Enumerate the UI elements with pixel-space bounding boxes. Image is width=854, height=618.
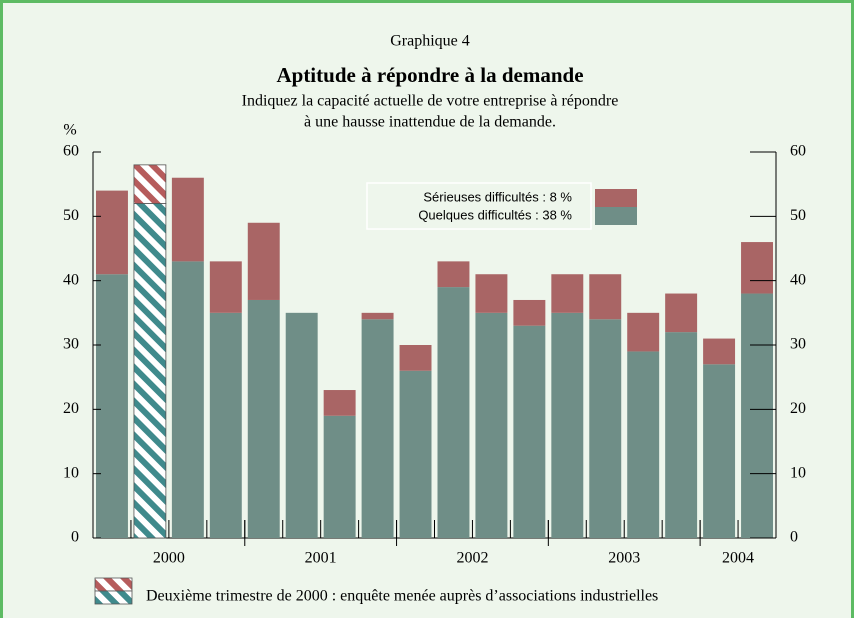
bar-segment [96, 274, 128, 538]
bar-segment [247, 299, 280, 538]
bar-segment [171, 261, 204, 538]
bar-segment [323, 415, 356, 538]
bar-segment [437, 261, 470, 288]
bar-segment [513, 299, 546, 326]
y2-tick-label: 50 [790, 207, 806, 224]
bar-segment [399, 370, 432, 538]
bar-segment [133, 164, 167, 204]
legend-box [366, 182, 592, 230]
bar-segment [627, 312, 660, 352]
y-tick-label: 60 [63, 143, 79, 160]
subtitle: à une hausse inattendue de la demande. [304, 114, 556, 131]
bar-segment [361, 312, 394, 320]
bar-segment [399, 345, 432, 371]
y2-tick-label: 10 [790, 464, 806, 481]
y2-tick-label: 30 [790, 336, 806, 353]
bar-segment [209, 261, 242, 313]
bar-segment [665, 293, 698, 333]
y-axis-label: % [63, 122, 76, 139]
bar-segment [703, 338, 736, 365]
legend-label: Sérieuses difficultés : 8 % [423, 189, 572, 204]
bar-segment [741, 242, 773, 294]
x-group-label: 2004 [722, 550, 754, 567]
y-tick-label: 10 [63, 464, 79, 481]
note: Deuxième trimestre de 2000 : enquête men… [146, 588, 658, 605]
bar-segment [285, 312, 318, 538]
bar-segment [247, 222, 280, 300]
bar-segment [703, 364, 736, 538]
bar-segment [551, 274, 584, 313]
x-group-label: 2003 [608, 550, 640, 567]
chart-title: Aptitude à répondre à la demande [276, 63, 583, 87]
chart-label: Graphique 4 [390, 33, 470, 50]
bar-segment [589, 319, 622, 538]
bar-segment [437, 287, 470, 538]
bar-segment [361, 319, 394, 538]
y2-tick-label: 20 [790, 400, 806, 417]
bar-segment [741, 293, 773, 538]
bar-segment [475, 312, 508, 538]
bar-segment [665, 332, 698, 538]
legend-swatch [595, 207, 637, 225]
bar-segment [589, 274, 622, 320]
bar-segment [513, 325, 546, 538]
bar-segment [551, 312, 584, 538]
bar-segment [323, 390, 356, 416]
y2-tick-label: 0 [790, 529, 798, 546]
y-tick-label: 40 [63, 271, 79, 288]
subtitle: Indiquez la capacité actuelle de votre e… [242, 93, 619, 110]
y2-tick-label: 60 [790, 143, 806, 160]
x-group-label: 2000 [153, 550, 185, 567]
y-tick-label: 30 [63, 336, 79, 353]
y-tick-label: 50 [63, 207, 79, 224]
bar-segment [96, 190, 128, 275]
y2-tick-label: 40 [790, 271, 806, 288]
y-tick-label: 20 [63, 400, 79, 417]
x-group-label: 2002 [456, 550, 488, 567]
bar-segment [171, 177, 204, 262]
note-icon [94, 590, 133, 605]
y-tick-label: 0 [71, 529, 79, 546]
note-icon [94, 577, 133, 592]
legend-swatch [595, 189, 637, 207]
bar-segment [475, 274, 508, 313]
x-group-label: 2001 [305, 550, 337, 567]
legend-label: Quelques difficultés : 38 % [418, 207, 572, 222]
bar-segment [627, 351, 660, 538]
bar-segment [209, 312, 242, 538]
bar-segment [133, 203, 167, 539]
